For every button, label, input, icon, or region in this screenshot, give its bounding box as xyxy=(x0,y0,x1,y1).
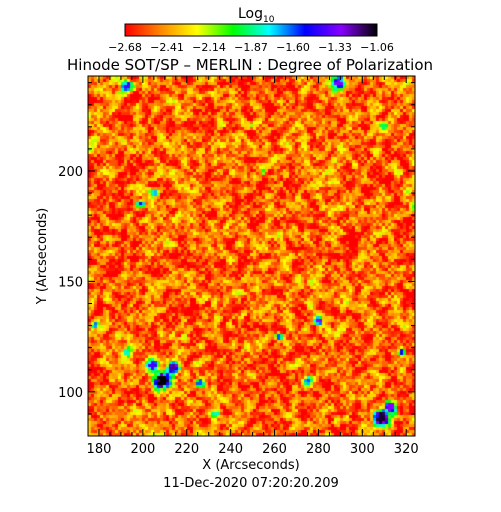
x-tick-label: 220 xyxy=(174,442,199,457)
x-axis-label: X (Arcseconds) xyxy=(202,458,299,473)
colorbar-tick-label: −2.14 xyxy=(192,41,226,54)
y-axis-label: Y (Arcseconds) xyxy=(35,208,50,305)
x-tick-label: 180 xyxy=(87,442,112,457)
colorbar-tick-label: −1.33 xyxy=(318,41,352,54)
colorbar-tick-label: −2.68 xyxy=(108,41,142,54)
colorbar-tick-label: −2.41 xyxy=(150,41,184,54)
x-tick-label: 320 xyxy=(394,442,419,457)
x-tick-label: 260 xyxy=(262,442,287,457)
plot-area xyxy=(87,75,416,437)
colorbar-label: Log10 xyxy=(238,6,275,25)
plot-frame xyxy=(87,75,416,437)
x-tick-label: 200 xyxy=(130,442,155,457)
axes: 180 200 220 240 260 280 300 320 100 150 200 xyxy=(58,76,419,457)
colorbar xyxy=(124,23,378,37)
x-tick-label: 280 xyxy=(306,442,331,457)
colorbar-tick-label: −1.87 xyxy=(234,41,268,54)
colorbar-tick-label: −1.06 xyxy=(360,41,394,54)
colorbar-tick-label: −1.60 xyxy=(276,41,310,54)
chart-title: Hinode SOT/SP – MERLIN : Degree of Polar… xyxy=(67,56,433,74)
polarization-heatmap xyxy=(88,76,415,436)
x-tick-label: 240 xyxy=(218,442,243,457)
y-tick-label: 200 xyxy=(58,165,83,180)
timestamp: 11-Dec-2020 07:20:20.209 xyxy=(163,476,339,491)
y-tick-label: 100 xyxy=(58,386,83,401)
y-tick-label: 150 xyxy=(58,275,83,290)
colorbar-ticks: −2.68 −2.41 −2.14 −1.87 −1.60 −1.33 −1.06 xyxy=(108,41,394,54)
x-tick-label: 300 xyxy=(350,442,375,457)
